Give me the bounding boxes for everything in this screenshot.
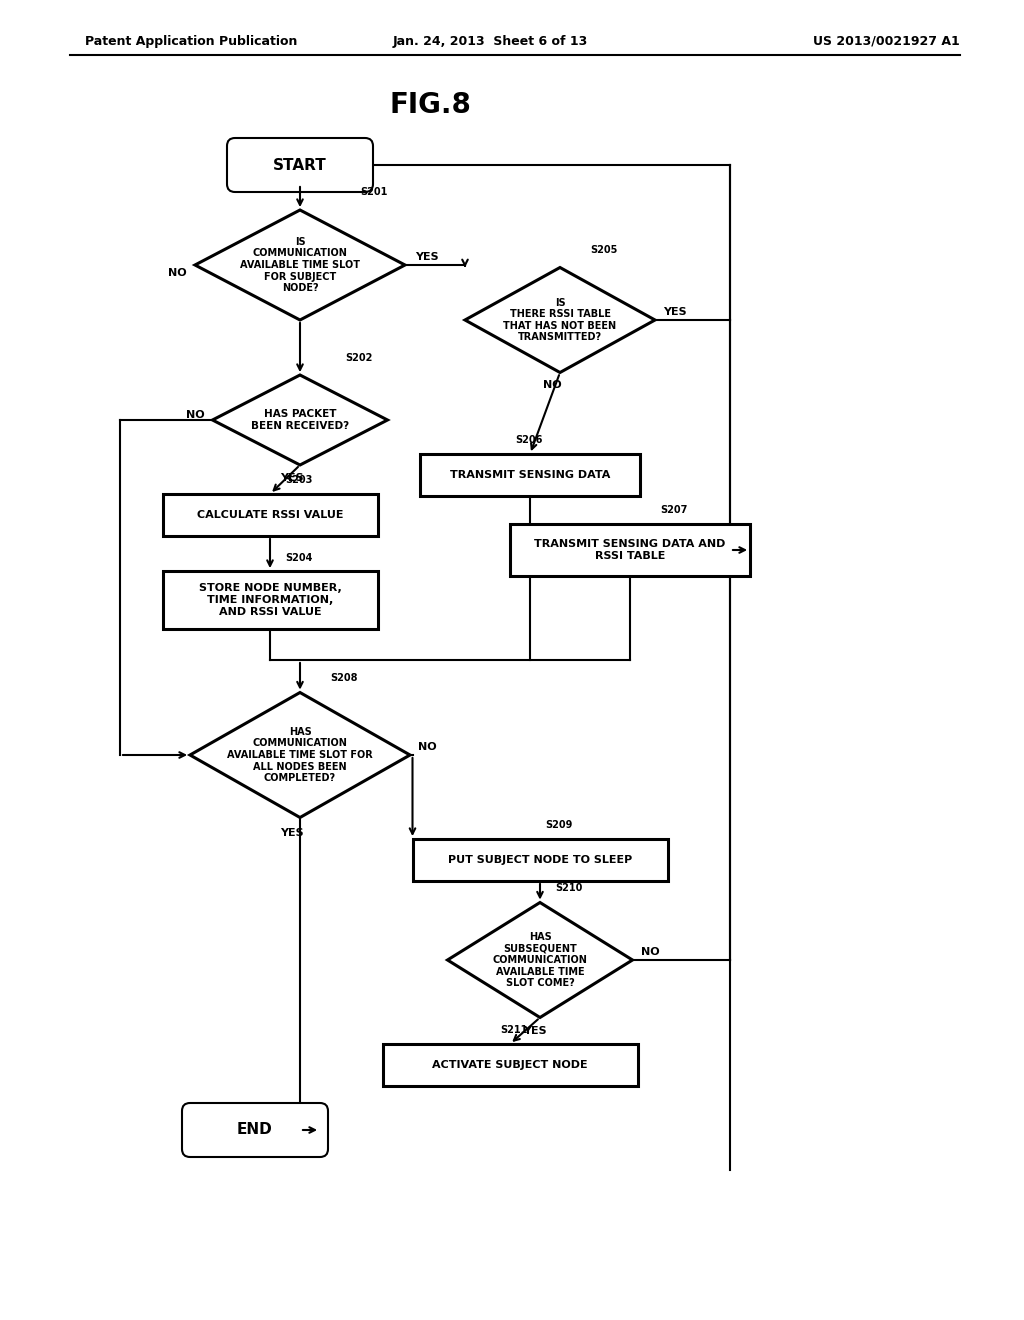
Text: YES: YES xyxy=(663,308,687,317)
Text: S211: S211 xyxy=(500,1026,527,1035)
Text: ACTIVATE SUBJECT NODE: ACTIVATE SUBJECT NODE xyxy=(432,1060,588,1071)
Polygon shape xyxy=(447,903,633,1018)
Text: NO: NO xyxy=(168,268,187,279)
FancyBboxPatch shape xyxy=(227,139,373,191)
Text: TRANSMIT SENSING DATA: TRANSMIT SENSING DATA xyxy=(450,470,610,480)
Text: NO: NO xyxy=(418,742,436,752)
Text: S206: S206 xyxy=(515,436,543,445)
Bar xyxy=(163,494,378,536)
Text: YES: YES xyxy=(523,1026,547,1035)
Text: Jan. 24, 2013  Sheet 6 of 13: Jan. 24, 2013 Sheet 6 of 13 xyxy=(392,36,588,48)
Polygon shape xyxy=(190,693,410,817)
Text: HAS
SUBSEQUENT
COMMUNICATION
AVAILABLE TIME
SLOT COME?: HAS SUBSEQUENT COMMUNICATION AVAILABLE T… xyxy=(493,932,588,989)
Text: HAS
COMMUNICATION
AVAILABLE TIME SLOT FOR
ALL NODES BEEN
COMPLETED?: HAS COMMUNICATION AVAILABLE TIME SLOT FO… xyxy=(227,727,373,783)
Text: S202: S202 xyxy=(345,352,373,363)
Bar xyxy=(413,840,668,880)
Bar xyxy=(510,524,750,576)
Text: S207: S207 xyxy=(660,506,687,515)
Text: S208: S208 xyxy=(330,673,357,682)
Text: FIG.8: FIG.8 xyxy=(389,91,471,119)
Text: TRANSMIT SENSING DATA AND
RSSI TABLE: TRANSMIT SENSING DATA AND RSSI TABLE xyxy=(535,539,726,561)
Text: Patent Application Publication: Patent Application Publication xyxy=(85,36,297,48)
Polygon shape xyxy=(195,210,406,319)
Polygon shape xyxy=(213,375,387,465)
Text: NO: NO xyxy=(640,946,659,957)
Text: START: START xyxy=(273,157,327,173)
Polygon shape xyxy=(465,268,655,372)
Text: YES: YES xyxy=(281,828,304,837)
Text: US 2013/0021927 A1: US 2013/0021927 A1 xyxy=(813,36,961,48)
Bar xyxy=(163,572,378,630)
Text: END: END xyxy=(238,1122,272,1138)
Text: S205: S205 xyxy=(590,246,617,255)
Text: IS
THERE RSSI TABLE
THAT HAS NOT BEEN
TRANSMITTED?: IS THERE RSSI TABLE THAT HAS NOT BEEN TR… xyxy=(504,297,616,342)
Bar xyxy=(383,1044,638,1086)
Text: YES: YES xyxy=(281,473,304,483)
Bar xyxy=(420,454,640,496)
Text: S210: S210 xyxy=(555,883,583,894)
Text: PUT SUBJECT NODE TO SLEEP: PUT SUBJECT NODE TO SLEEP xyxy=(447,855,632,865)
Text: HAS PACKET
BEEN RECEIVED?: HAS PACKET BEEN RECEIVED? xyxy=(251,409,349,430)
Text: STORE NODE NUMBER,
TIME INFORMATION,
AND RSSI VALUE: STORE NODE NUMBER, TIME INFORMATION, AND… xyxy=(199,583,341,616)
FancyBboxPatch shape xyxy=(182,1104,328,1158)
Text: S209: S209 xyxy=(545,820,572,830)
Text: IS
COMMUNICATION
AVAILABLE TIME SLOT
FOR SUBJECT
NODE?: IS COMMUNICATION AVAILABLE TIME SLOT FOR… xyxy=(240,236,360,293)
Text: S201: S201 xyxy=(360,187,387,197)
Text: YES: YES xyxy=(415,252,438,261)
Text: NO: NO xyxy=(543,380,561,391)
Text: NO: NO xyxy=(186,411,205,420)
Text: CALCULATE RSSI VALUE: CALCULATE RSSI VALUE xyxy=(197,510,343,520)
Text: S204: S204 xyxy=(285,553,312,564)
Text: S203: S203 xyxy=(285,475,312,484)
